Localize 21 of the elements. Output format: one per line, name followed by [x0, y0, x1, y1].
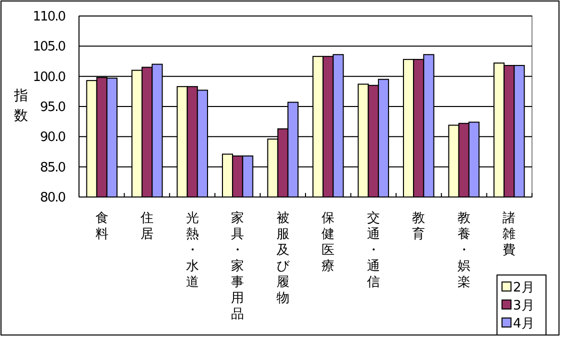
- y-tick-label: 110.0: [32, 10, 66, 25]
- legend-label: 3月: [513, 298, 534, 314]
- y-tick-label: 95.0: [40, 100, 66, 116]
- x-tick-label: 保健医療: [322, 211, 335, 274]
- y-tick-label: 105.0: [32, 40, 66, 55]
- x-tick-label: 交通・通信: [366, 210, 380, 290]
- x-tick-label: 被服及び履物: [276, 211, 290, 306]
- x-tick-label: 諸雑費: [502, 211, 516, 258]
- x-tick-label: 光熱・水道: [186, 211, 199, 290]
- x-tick-label: 食料: [95, 211, 108, 242]
- y-tick-label: 100.0: [32, 70, 66, 85]
- y-axis-title: 指数: [13, 88, 28, 124]
- x-tick-label: 家具・家事用品: [231, 210, 244, 322]
- legend-label: 2月: [513, 280, 534, 296]
- x-tick-label: 教養・娯楽: [457, 211, 470, 290]
- y-tick-label: 85.0: [40, 160, 66, 176]
- y-tick-label: 80.0: [40, 190, 66, 206]
- legend-label: 4月: [513, 316, 534, 332]
- x-tick-label: 教育: [412, 211, 426, 242]
- y-tick-label: 90.0: [40, 130, 66, 146]
- x-tick-label: 住居: [140, 211, 154, 242]
